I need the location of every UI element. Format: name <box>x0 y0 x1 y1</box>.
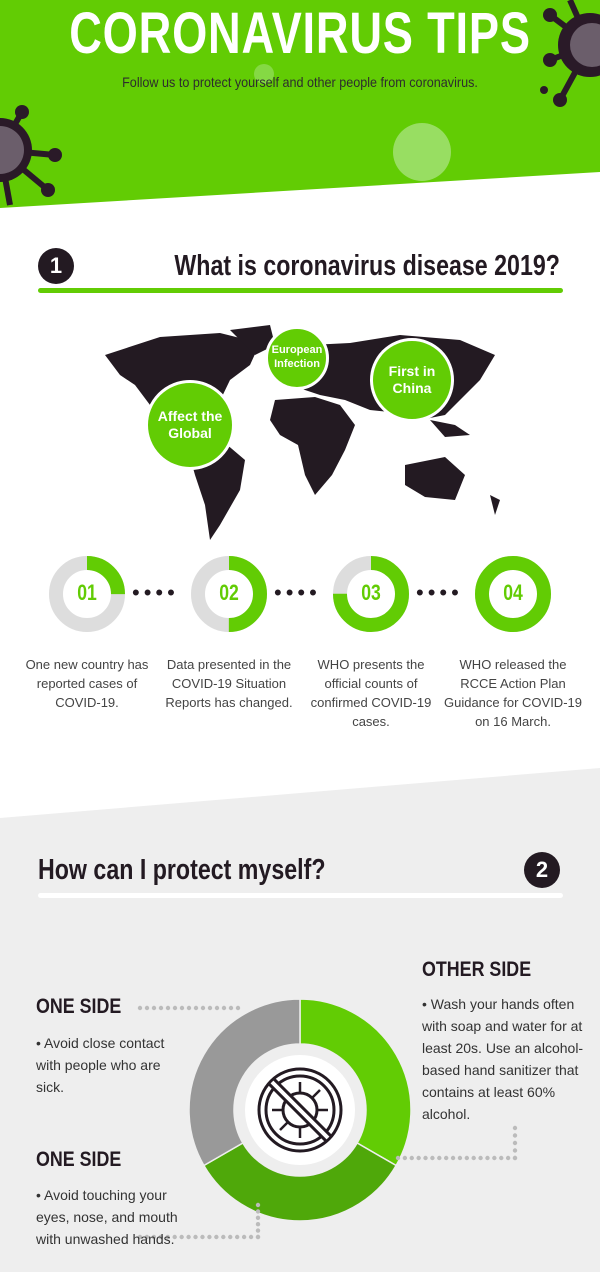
progress-ring <box>475 556 551 632</box>
progress-ring <box>49 556 125 632</box>
tip-text: • Avoid close contact with people who ar… <box>36 1035 165 1095</box>
map-label-bubble: European Infection <box>265 326 329 390</box>
step-number: 04 <box>503 580 523 605</box>
progress-ring <box>333 556 409 632</box>
tip-text: • Wash your hands often with soap and wa… <box>422 996 584 1122</box>
connector-dots: •••• <box>274 580 321 605</box>
map-label-bubble: First in China <box>370 338 454 422</box>
page-subtitle: Follow us to protect yourself and other … <box>122 74 478 90</box>
tip-heading: OTHER SIDE <box>422 958 532 981</box>
section-number-badge: 2 <box>524 852 560 888</box>
map-label-bubble: Affect the Global <box>145 380 235 470</box>
step-description: WHO released the RCCE Action Plan Guidan… <box>443 657 582 729</box>
divider <box>38 893 563 898</box>
step-number: 02 <box>219 580 239 605</box>
progress-ring-fill <box>333 556 409 632</box>
divider <box>38 288 563 293</box>
page-title: CORONAVIRUS TIPS <box>69 1 531 66</box>
step-description: Data presented in the COVID-19 Situation… <box>165 657 293 710</box>
progress-ring-fill <box>49 556 125 632</box>
tip-text: • Avoid touching your eyes, nose, and mo… <box>36 1187 178 1247</box>
progress-ring <box>191 556 267 632</box>
section-number-badge: 1 <box>38 248 74 284</box>
progress-ring-fill <box>191 556 267 632</box>
section-title: How can I protect myself? <box>38 854 326 886</box>
step-description: One new country has reported cases of CO… <box>25 657 149 710</box>
tip-heading: ONE SIDE <box>36 1148 122 1171</box>
progress-ring-fill <box>475 556 551 632</box>
virus-icon <box>0 105 62 206</box>
section-title: What is coronavirus disease 2019? <box>174 250 560 282</box>
tip-heading: ONE SIDE <box>36 995 122 1018</box>
connector-dots: •••• <box>416 580 463 605</box>
step-number: 01 <box>77 580 97 605</box>
step-number: 03 <box>361 580 381 605</box>
virus-icon <box>540 0 600 107</box>
connector-dots: •••• <box>132 580 179 605</box>
step-description: WHO presents the official counts of conf… <box>310 657 432 729</box>
